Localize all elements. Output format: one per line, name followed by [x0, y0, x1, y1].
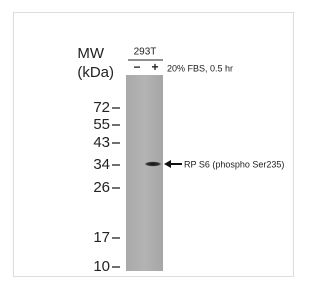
mw-label: MW [77, 45, 104, 62]
marker-label: 34 [93, 156, 110, 173]
figure: MW (kDa) 293T − + 20% FBS, 0.5 hr RP S6 … [0, 0, 306, 289]
lane-label: + [151, 60, 158, 74]
marker-label: 26 [93, 179, 110, 196]
treatment: 20% FBS, 0.5 hr [167, 63, 233, 73]
marker-label: 43 [93, 134, 110, 151]
band [144, 161, 162, 166]
band-label: RP S6 (phospho Ser235) [184, 159, 284, 169]
cell-line: 293T [134, 47, 157, 58]
marker-label: 55 [93, 116, 110, 133]
marker-label: 72 [93, 99, 110, 116]
lane-label: − [133, 60, 140, 74]
page: MW (kDa) 293T − + 20% FBS, 0.5 hr RP S6 … [0, 0, 320, 289]
unit-label: (kDa) [77, 64, 114, 81]
lane [126, 75, 163, 271]
marker-label: 10 [93, 258, 110, 275]
marker-label: 17 [93, 229, 110, 246]
